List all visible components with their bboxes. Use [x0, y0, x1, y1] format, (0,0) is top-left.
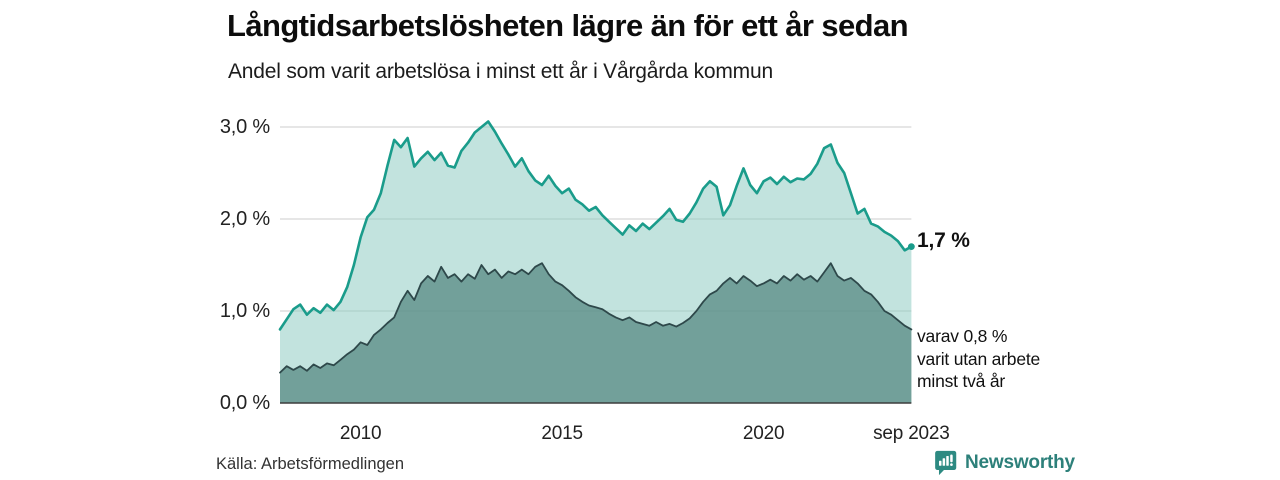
y-tick-label: 2,0 % — [219, 208, 270, 230]
y-tick-label: 1,0 % — [219, 300, 270, 322]
two-year-series-label: varav 0,8 % varit utan arbete minst två … — [917, 325, 1040, 393]
x-tick-label: 2010 — [339, 423, 382, 444]
latest-value-label: 1,7 % — [917, 229, 970, 252]
two-year-series-label-line1: varav 0,8 % — [917, 326, 1008, 346]
two-year-series-label-line2: varit utan arbete — [917, 348, 1041, 369]
chart-title: Långtidsarbetslösheten lägre än för ett … — [227, 8, 909, 43]
x-tick-label: sep 2023 — [873, 423, 950, 444]
two-year-series-label-line3: minst två år — [917, 371, 1006, 391]
x-tick-label: 2020 — [742, 423, 785, 444]
chart-subtitle: Andel som varit arbetslösa i minst ett å… — [228, 60, 773, 83]
source-note: Källa: Arbetsförmedlingen — [216, 455, 405, 473]
newsworthy-logo[interactable]: Newsworthy — [934, 450, 1075, 476]
newsworthy-bubble-chart-icon — [934, 450, 957, 476]
y-tick-label: 0,0 % — [219, 392, 270, 414]
x-tick-label: 2015 — [541, 423, 583, 444]
newsworthy-logo-text: Newsworthy — [965, 452, 1075, 473]
y-tick-label: 3,0 % — [219, 116, 270, 138]
